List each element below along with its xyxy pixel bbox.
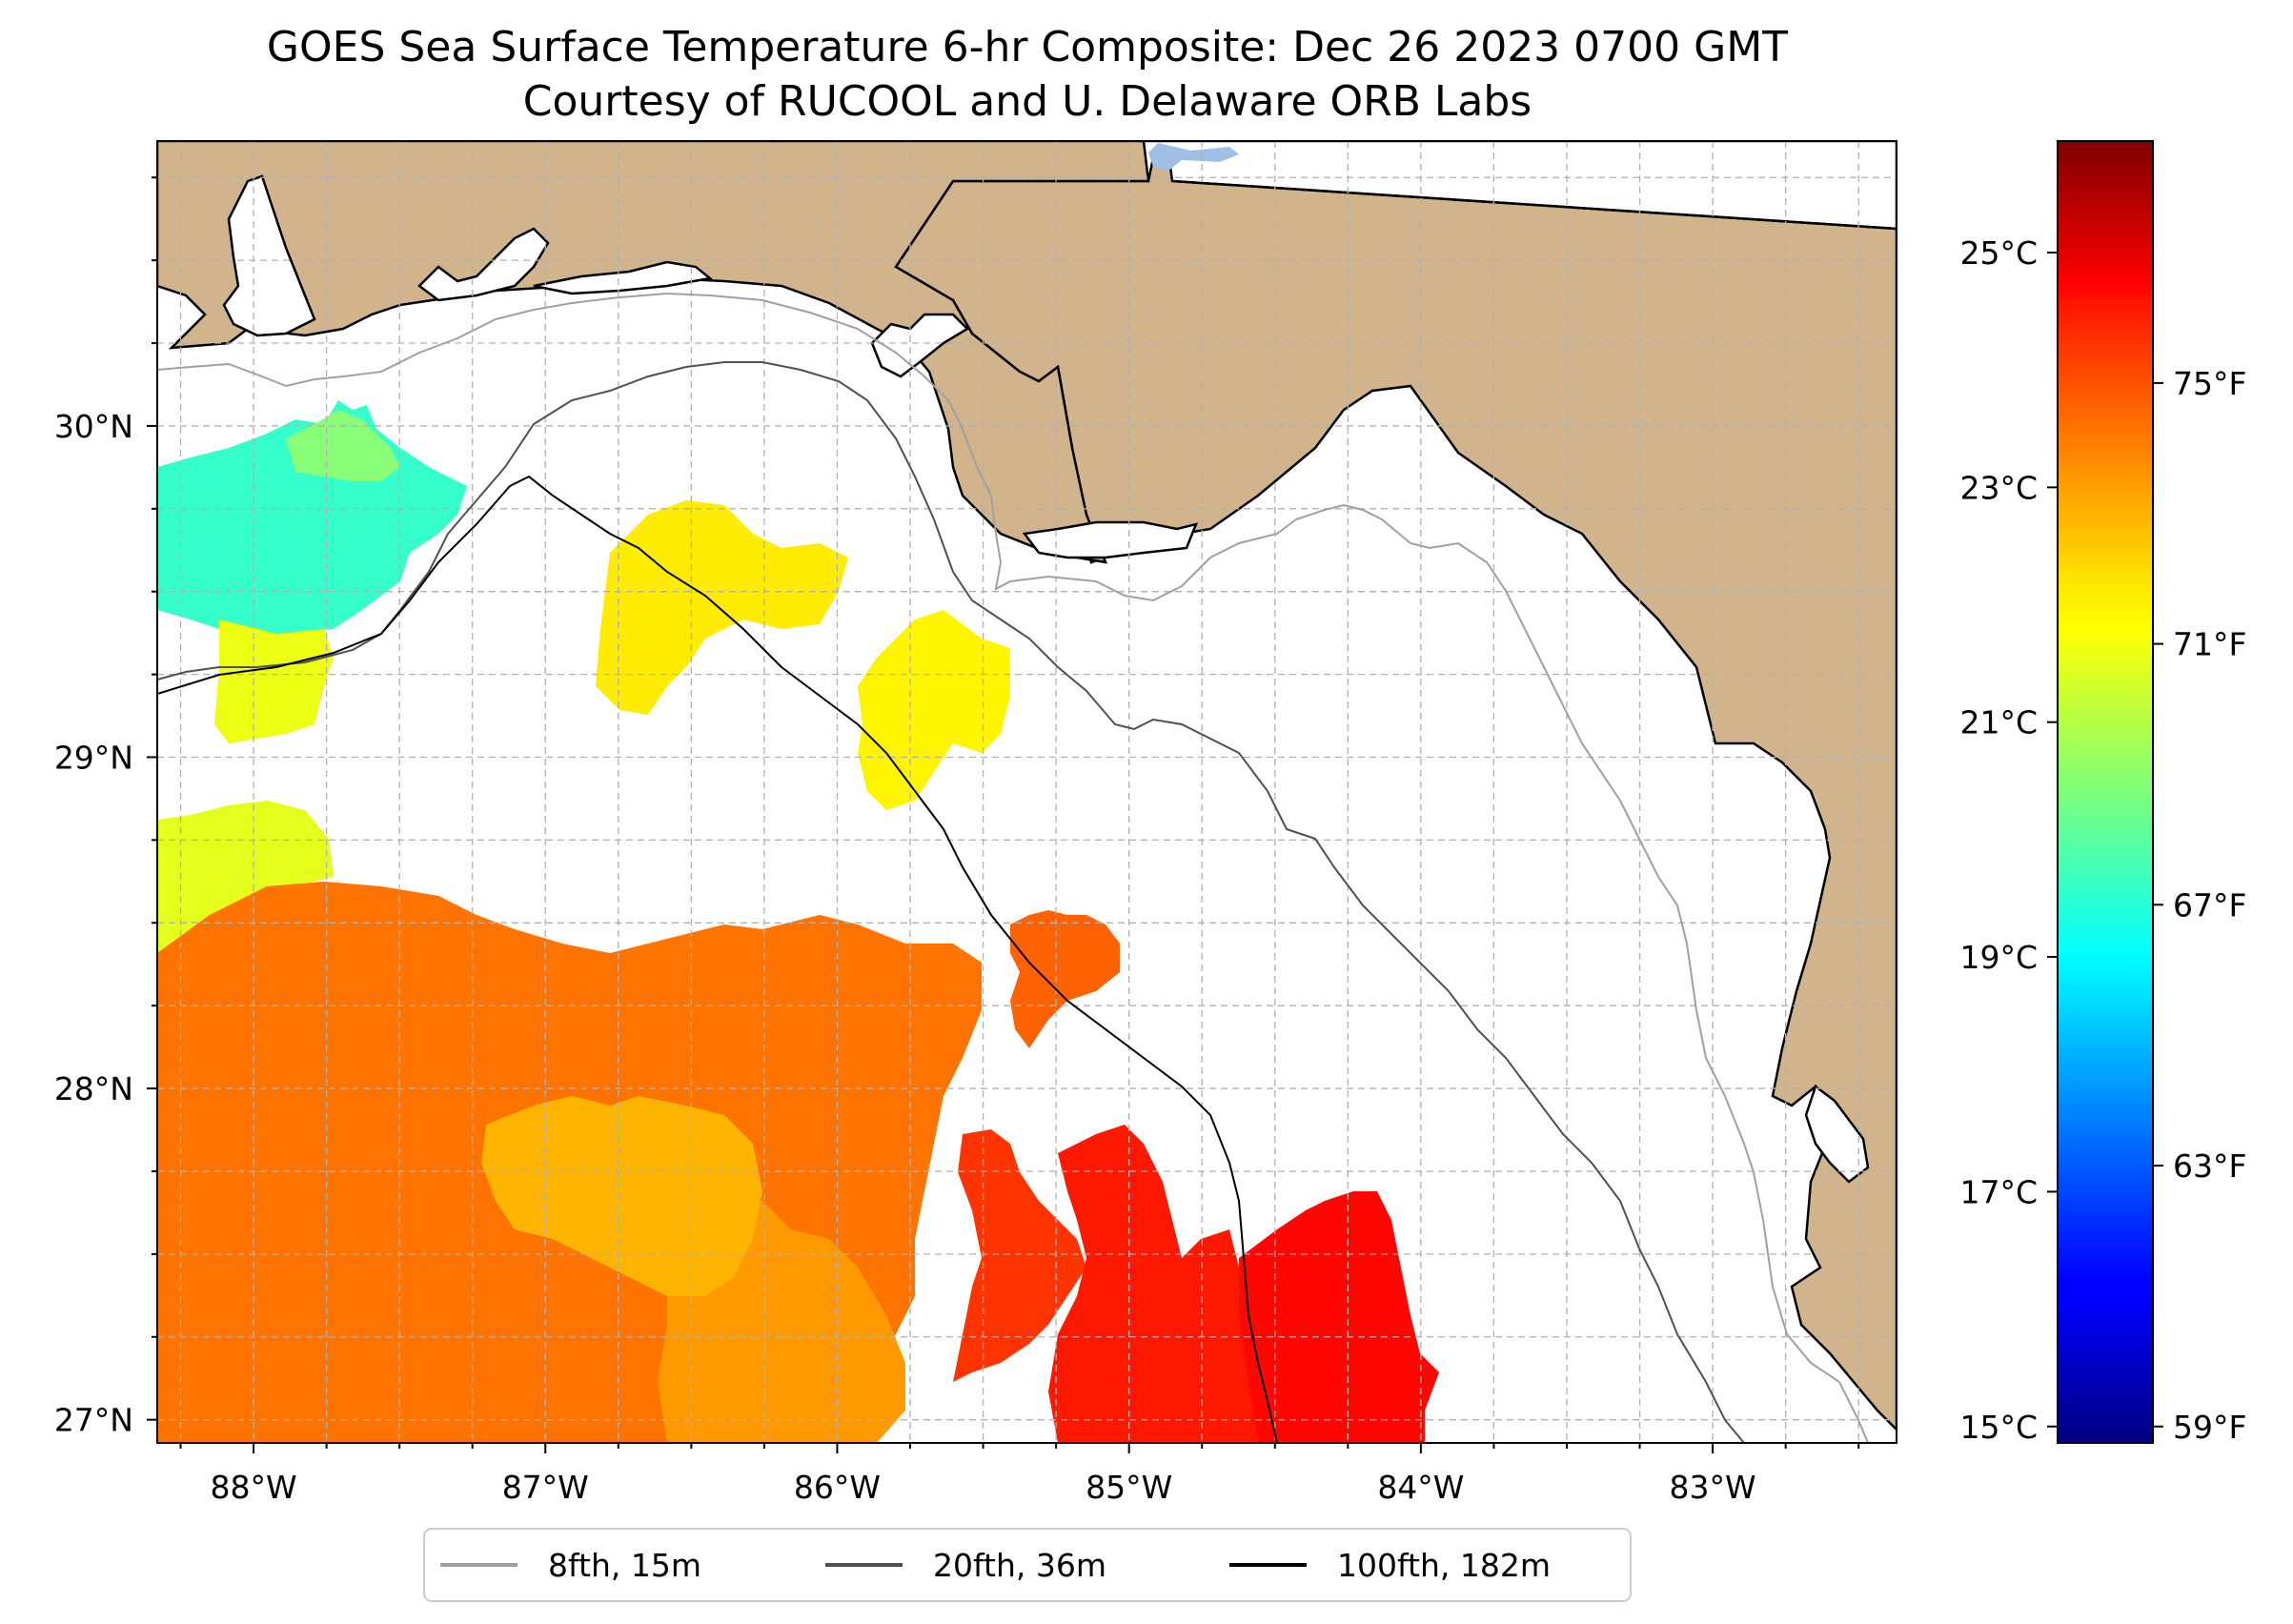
lon-tick-label: 87°W <box>502 1469 589 1506</box>
isobath-20fth <box>157 361 1745 1443</box>
figure-subtitle: Courtesy of RUCOOL and U. Delaware ORB L… <box>523 77 1532 126</box>
lat-tick-label: 30°N <box>54 408 133 445</box>
celsius-tick-label: 15°C <box>1959 1409 2038 1446</box>
lat-tick-label: 27°N <box>54 1402 133 1439</box>
colorbar-frame <box>2057 140 2154 1444</box>
legend-label-100fth: 100fth, 182m <box>1337 1547 1551 1584</box>
sst-patch <box>596 500 848 715</box>
sst-layer <box>157 400 1439 1443</box>
colorbar-ticks: 15°C 17°C 19°C 21°C 23°C 25°C 59°F 63°F 67°F 71°F… <box>1959 234 2246 1446</box>
sst-patch <box>214 619 334 743</box>
lon-tick-label: 86°W <box>794 1469 881 1506</box>
legend-box <box>423 1528 1632 1602</box>
celsius-tick-label: 25°C <box>1959 234 2038 272</box>
sst-patch <box>953 1129 1086 1382</box>
lon-tick-label: 85°W <box>1086 1469 1172 1506</box>
celsius-tick-label: 17°C <box>1959 1173 2038 1210</box>
figure-title: GOES Sea Surface Temperature 6-hr Compos… <box>267 23 1788 71</box>
lon-tick-label: 88°W <box>210 1469 296 1506</box>
sst-patch <box>858 610 1010 810</box>
isobath-8fth <box>157 292 1869 1443</box>
sst-patch <box>286 410 400 481</box>
mobile-bay <box>222 174 316 337</box>
lat-tick-label: 29°N <box>54 740 133 777</box>
choctawhatchee-bay <box>533 260 713 295</box>
legend-label-20fth: 20fth, 36m <box>933 1547 1106 1584</box>
lon-tick-label: 83°W <box>1670 1469 1756 1506</box>
celsius-tick-label: 21°C <box>1959 704 2038 741</box>
lat-tick-label: 28°N <box>54 1070 133 1107</box>
apalachicola-bay <box>1022 520 1199 559</box>
celsius-tick-label: 23°C <box>1959 469 2038 506</box>
lon-tick-label: 84°W <box>1377 1469 1464 1506</box>
fahrenheit-tick-label: 63°F <box>2173 1147 2246 1185</box>
fahrenheit-tick-label: 75°F <box>2173 365 2246 402</box>
sst-patch <box>157 801 334 953</box>
lake <box>1148 143 1239 172</box>
sst-patch <box>1010 910 1120 1048</box>
map-axes: 88°W 87°W 86°W 85°W 84°W 83°W 27°N 28°N 29°N 30°N <box>54 176 1860 1506</box>
legend-label-8fth: 8fth, 15m <box>548 1547 701 1584</box>
st-andrew-bay <box>870 313 970 378</box>
fahrenheit-tick-label: 59°F <box>2173 1409 2246 1446</box>
colorbar-gradient <box>2058 141 2153 1443</box>
sst-patch <box>1239 1191 1439 1443</box>
sst-patch <box>481 1096 762 1296</box>
sst-patch <box>1048 1125 1258 1443</box>
fahrenheit-tick-label: 67°F <box>2173 886 2246 924</box>
legend: 8fth, 15m 20fth, 36m 100fth, 182m <box>423 1528 1632 1602</box>
state-boundary <box>1171 179 1897 231</box>
map-panel <box>157 141 1897 1443</box>
celsius-tick-label: 19°C <box>1959 939 2038 976</box>
colorbar: 15°C 17°C 19°C 21°C 23°C 25°C 59°F 63°F 67°F 71°F… <box>1959 140 2246 1446</box>
pensacola-bay <box>417 227 550 302</box>
map-frame <box>156 140 1897 1444</box>
isobath-100fth <box>157 475 1278 1443</box>
fahrenheit-tick-label: 71°F <box>2173 626 2246 663</box>
